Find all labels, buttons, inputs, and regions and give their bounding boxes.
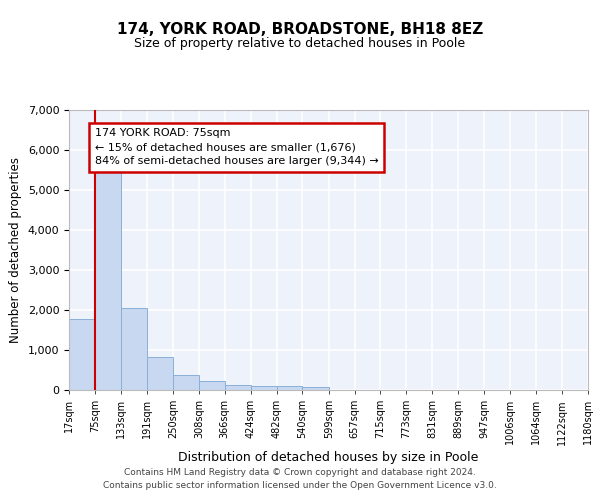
- Text: Contains public sector information licensed under the Open Government Licence v3: Contains public sector information licen…: [103, 480, 497, 490]
- Bar: [199, 381, 225, 390]
- Bar: [121, 308, 146, 390]
- Text: Size of property relative to detached houses in Poole: Size of property relative to detached ho…: [134, 38, 466, 51]
- Bar: [95, 159, 121, 390]
- Text: 174 YORK ROAD: 75sqm
← 15% of detached houses are smaller (1,676)
84% of semi-de: 174 YORK ROAD: 75sqm ← 15% of detached h…: [95, 128, 379, 166]
- Bar: [251, 386, 277, 390]
- Bar: [146, 357, 173, 390]
- Bar: [69, 319, 95, 390]
- Text: Contains HM Land Registry data © Crown copyright and database right 2024.: Contains HM Land Registry data © Crown c…: [124, 468, 476, 477]
- Bar: [173, 375, 199, 390]
- Bar: [302, 387, 329, 390]
- Y-axis label: Number of detached properties: Number of detached properties: [9, 157, 22, 343]
- Bar: [277, 386, 302, 390]
- Text: 174, YORK ROAD, BROADSTONE, BH18 8EZ: 174, YORK ROAD, BROADSTONE, BH18 8EZ: [117, 22, 483, 38]
- Bar: [225, 385, 251, 390]
- X-axis label: Distribution of detached houses by size in Poole: Distribution of detached houses by size …: [178, 452, 479, 464]
